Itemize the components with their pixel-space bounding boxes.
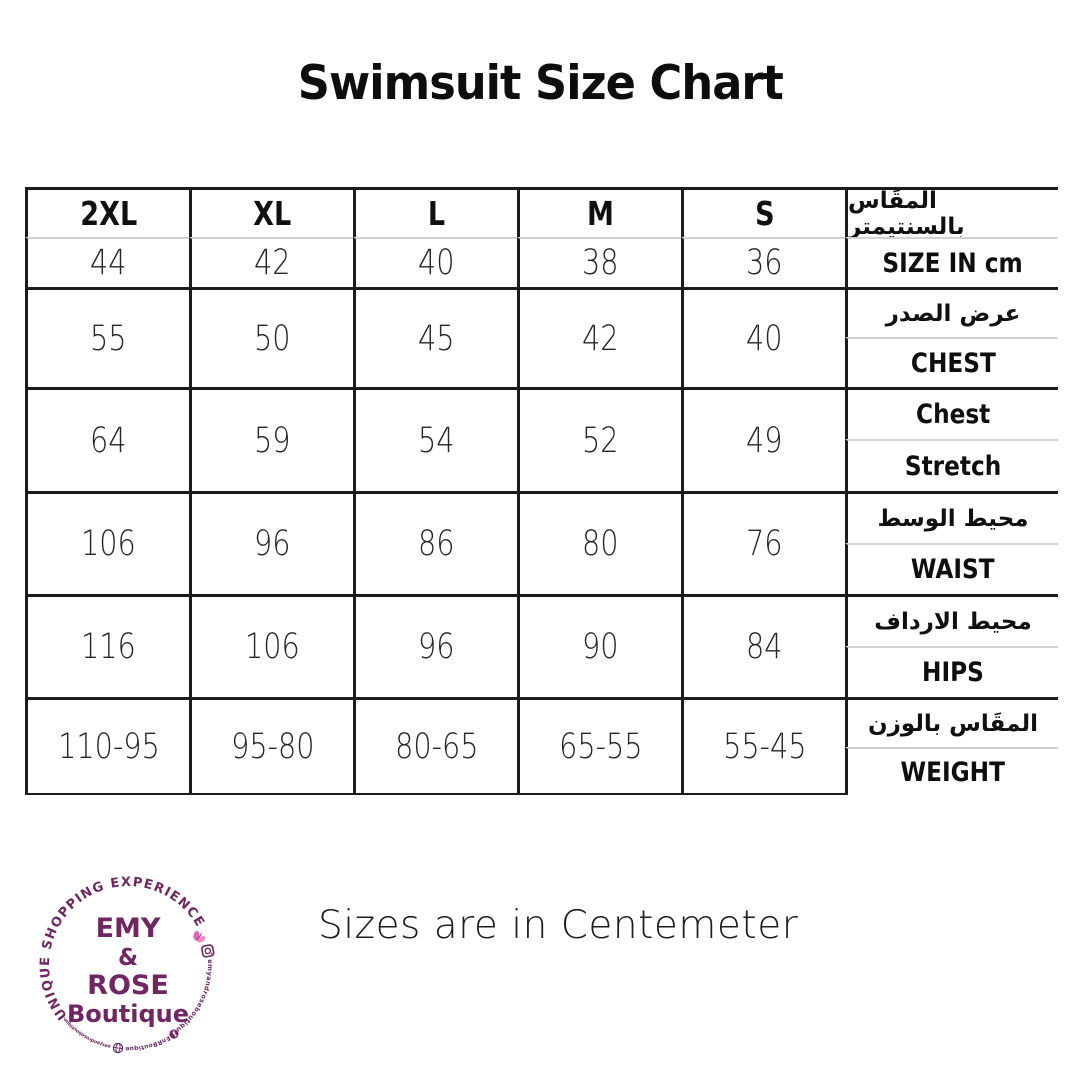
logo-name-line1: EMY xyxy=(96,913,161,944)
boutique-logo: UNIQUE SHOPPING EXPERIENCE emyandrosebou… xyxy=(28,855,228,1075)
value-cell: 45 xyxy=(353,287,517,387)
label-en-cell: WEIGHT xyxy=(845,747,1058,795)
value-cell: 116 xyxy=(25,594,189,697)
logo-name-line3: ROSE xyxy=(87,970,169,1001)
label-en-cell: WAIST xyxy=(845,543,1058,594)
col-header-cell: L xyxy=(353,187,517,237)
value-cell: 38 xyxy=(517,237,681,287)
value-cell: 96 xyxy=(189,491,353,594)
label-ar-cell: Chest xyxy=(845,387,1058,439)
value-cell: 96 xyxy=(353,594,517,697)
value-cell: 40 xyxy=(353,237,517,287)
value-cell: 106 xyxy=(189,594,353,697)
value-cell: 55-45 xyxy=(681,697,845,795)
label-en-cell: HIPS xyxy=(845,646,1058,697)
label-ar-cell: المقَاس بالوزن xyxy=(845,697,1058,747)
col-header-cell: XL xyxy=(189,187,353,237)
value-cell: 90 xyxy=(517,594,681,697)
value-cell: 52 xyxy=(517,387,681,491)
value-cell: 49 xyxy=(681,387,845,491)
value-cell: 44 xyxy=(25,237,189,287)
label-en-cell: SIZE IN cm xyxy=(845,237,1058,287)
value-cell: 110-95 xyxy=(25,697,189,795)
value-cell: 55 xyxy=(25,287,189,387)
facebook-icon: f xyxy=(169,1028,179,1039)
value-cell: 50 xyxy=(189,287,353,387)
globe-icon xyxy=(112,1042,124,1054)
butterfly-icon xyxy=(193,930,206,943)
value-cell: 106 xyxy=(25,491,189,594)
value-cell: 42 xyxy=(189,237,353,287)
value-cell: 86 xyxy=(353,491,517,594)
value-cell: 64 xyxy=(25,387,189,491)
note-text: Sizes are in Centemeter xyxy=(318,903,799,948)
col-header-cell: 2XL xyxy=(25,187,189,237)
label-ar-cell: محيط الوسط xyxy=(845,491,1058,543)
logo-name-line2: & xyxy=(118,945,138,971)
value-cell: 95-80 xyxy=(189,697,353,795)
value-cell: 76 xyxy=(681,491,845,594)
facebook-handle-text: EnRBoutique xyxy=(125,1034,171,1052)
value-cell: 80 xyxy=(517,491,681,594)
col-header-cell: M xyxy=(517,187,681,237)
value-cell: 40 xyxy=(681,287,845,387)
label-en-cell: Stretch xyxy=(845,439,1058,491)
label-ar-cell: عرض الصدر xyxy=(845,287,1058,337)
logo-name-line4: Boutique xyxy=(67,1000,189,1028)
value-cell: 59 xyxy=(189,387,353,491)
value-cell: 80-65 xyxy=(353,697,517,795)
label-en-cell: CHEST xyxy=(845,337,1058,387)
col-header-cell: S xyxy=(681,187,845,237)
value-cell: 65-55 xyxy=(517,697,681,795)
page-title: Swimsuit Size Chart xyxy=(297,56,783,111)
value-cell: 54 xyxy=(353,387,517,491)
label-ar-cell: محيط الارداف xyxy=(845,594,1058,646)
value-cell: 36 xyxy=(681,237,845,287)
value-cell: 84 xyxy=(681,594,845,697)
label-ar-cell: المقَاس بالسنتيمتر xyxy=(845,187,1058,237)
instagram-icon xyxy=(201,944,215,958)
value-cell: 42 xyxy=(517,287,681,387)
svg-text:f: f xyxy=(170,1028,179,1038)
size-table: 2XL XL L M S المقَاس بالسنتيمتر 44 42 40 38 36 SIZE… xyxy=(25,187,1058,795)
